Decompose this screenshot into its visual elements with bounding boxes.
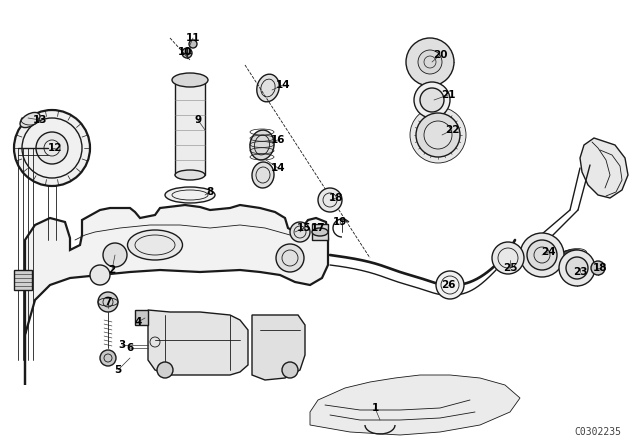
- Circle shape: [290, 222, 310, 242]
- Circle shape: [418, 50, 442, 74]
- Polygon shape: [252, 315, 305, 380]
- Text: 3: 3: [118, 340, 125, 350]
- Text: 12: 12: [48, 143, 62, 153]
- Text: 18: 18: [329, 193, 343, 203]
- Circle shape: [182, 48, 192, 58]
- Circle shape: [276, 244, 304, 272]
- Circle shape: [406, 38, 454, 86]
- Ellipse shape: [127, 230, 182, 260]
- Circle shape: [420, 88, 444, 112]
- Polygon shape: [14, 270, 32, 290]
- Text: 8: 8: [206, 187, 214, 197]
- Ellipse shape: [312, 228, 328, 236]
- Circle shape: [157, 362, 173, 378]
- Ellipse shape: [175, 170, 205, 180]
- Text: 4: 4: [134, 317, 141, 327]
- Circle shape: [414, 82, 450, 118]
- Circle shape: [103, 243, 127, 267]
- Text: 13: 13: [33, 115, 47, 125]
- Text: 21: 21: [441, 90, 455, 100]
- Circle shape: [318, 188, 342, 212]
- Ellipse shape: [165, 187, 215, 203]
- Circle shape: [520, 233, 564, 277]
- Ellipse shape: [257, 74, 279, 102]
- Circle shape: [189, 40, 197, 48]
- Text: 24: 24: [541, 247, 556, 257]
- Ellipse shape: [20, 112, 40, 128]
- Text: 6: 6: [126, 343, 134, 353]
- Text: C0302235: C0302235: [575, 427, 621, 437]
- Text: 15: 15: [297, 223, 311, 233]
- Circle shape: [591, 261, 605, 275]
- Polygon shape: [580, 138, 628, 198]
- Text: 26: 26: [441, 280, 455, 290]
- Text: 23: 23: [573, 267, 588, 277]
- Circle shape: [436, 271, 464, 299]
- Text: 18: 18: [593, 263, 607, 273]
- Text: 25: 25: [503, 263, 517, 273]
- Circle shape: [98, 292, 118, 312]
- Polygon shape: [310, 375, 520, 435]
- Circle shape: [424, 121, 452, 149]
- Circle shape: [90, 265, 110, 285]
- Circle shape: [416, 113, 460, 157]
- Ellipse shape: [250, 130, 274, 160]
- Circle shape: [492, 242, 524, 274]
- Text: 5: 5: [115, 365, 122, 375]
- Text: 1: 1: [371, 403, 379, 413]
- Text: 16: 16: [271, 135, 285, 145]
- Circle shape: [410, 107, 466, 163]
- Text: 14: 14: [271, 163, 285, 173]
- Polygon shape: [148, 310, 248, 375]
- Polygon shape: [175, 80, 205, 175]
- Ellipse shape: [252, 162, 274, 188]
- Circle shape: [14, 110, 90, 186]
- Circle shape: [566, 257, 588, 279]
- Text: 9: 9: [195, 115, 202, 125]
- Polygon shape: [25, 205, 328, 385]
- Ellipse shape: [172, 73, 208, 87]
- Text: 14: 14: [276, 80, 291, 90]
- Polygon shape: [135, 310, 148, 325]
- Text: 11: 11: [186, 33, 200, 43]
- Text: 2: 2: [108, 265, 116, 275]
- Text: 7: 7: [104, 297, 112, 307]
- Text: 10: 10: [178, 47, 192, 57]
- Polygon shape: [312, 224, 328, 240]
- Circle shape: [559, 250, 595, 286]
- Circle shape: [36, 132, 68, 164]
- Text: 22: 22: [445, 125, 460, 135]
- Circle shape: [100, 350, 116, 366]
- Circle shape: [282, 362, 298, 378]
- Text: 20: 20: [433, 50, 447, 60]
- Text: 17: 17: [310, 223, 325, 233]
- Circle shape: [527, 240, 557, 270]
- Text: 19: 19: [333, 217, 347, 227]
